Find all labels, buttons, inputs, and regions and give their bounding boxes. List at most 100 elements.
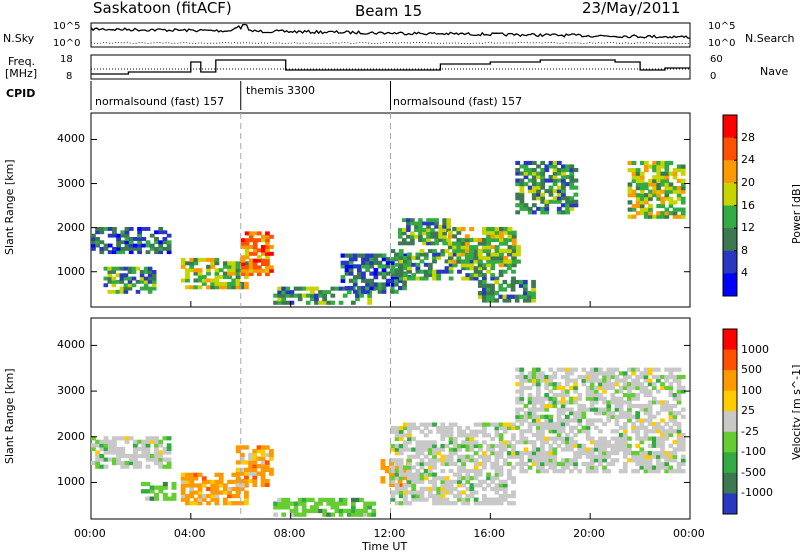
velocity-cell xyxy=(622,414,628,419)
velocity-cell xyxy=(486,472,491,477)
velocity-cell xyxy=(660,451,665,456)
power-cell xyxy=(244,231,250,236)
velocity-cell xyxy=(318,497,323,503)
power-cell xyxy=(469,252,475,257)
power-cell xyxy=(410,218,415,223)
power-cell xyxy=(556,192,562,197)
power-cell xyxy=(201,275,207,279)
velocity-cell xyxy=(560,461,566,466)
power-cell xyxy=(536,171,541,176)
velocity-cell xyxy=(635,443,640,448)
velocity-cell xyxy=(598,429,603,434)
power-cell xyxy=(394,275,399,280)
power-cell xyxy=(137,237,142,241)
power-cell xyxy=(403,255,408,260)
power-cell xyxy=(139,273,145,278)
velocity-cell xyxy=(593,385,599,390)
velocity-cell xyxy=(548,374,554,380)
power-colorbar-swatch xyxy=(723,160,737,184)
velocity-cell xyxy=(260,478,266,484)
velocity-cell xyxy=(367,512,372,517)
velocity-cell xyxy=(548,403,554,409)
power-cell xyxy=(210,261,216,266)
velocity-cell xyxy=(622,447,628,452)
power-cell xyxy=(672,171,678,176)
power-colorbar-swatch xyxy=(723,250,737,274)
velocity-cell xyxy=(256,464,262,469)
velocity-cell xyxy=(589,436,595,441)
power-cell xyxy=(415,262,421,267)
power-cell xyxy=(107,250,113,255)
velocity-cell xyxy=(346,512,352,517)
velocity-cell xyxy=(540,447,545,452)
velocity-cell xyxy=(565,374,570,380)
power-cell xyxy=(507,262,512,267)
velocity-cell xyxy=(544,407,549,412)
power-cell xyxy=(631,175,637,180)
velocity-cell xyxy=(448,454,454,459)
velocity-cell xyxy=(635,429,640,434)
velocity-cell xyxy=(540,425,545,430)
velocity-cell xyxy=(285,501,291,506)
power-cell xyxy=(473,255,479,261)
velocity-cell xyxy=(668,371,674,376)
velocity-cell xyxy=(158,450,164,455)
velocity-cell xyxy=(452,440,458,445)
velocity-cell xyxy=(643,469,649,474)
velocity-cell xyxy=(548,367,554,372)
velocity-cell xyxy=(477,429,483,434)
power-cell xyxy=(257,231,262,236)
power-cell xyxy=(531,160,537,165)
velocity-cell xyxy=(415,454,421,459)
power-cell xyxy=(664,196,670,201)
power-cell xyxy=(244,251,250,256)
power-cell xyxy=(423,262,429,267)
velocity-cell xyxy=(523,461,529,466)
velocity-cell xyxy=(643,436,649,441)
velocity-cell xyxy=(494,429,500,434)
power-y-axis-label: Slant Range [km] xyxy=(3,159,16,255)
velocity-cell xyxy=(394,486,400,491)
power-cell xyxy=(473,249,479,254)
velocity-cell xyxy=(401,476,407,481)
velocity-cell xyxy=(552,465,558,470)
nave-axis-top: 60 xyxy=(710,54,723,65)
velocity-cell xyxy=(498,422,504,427)
velocity-cell xyxy=(540,429,545,434)
velocity-echo-region xyxy=(91,436,172,469)
velocity-cell xyxy=(112,439,117,444)
velocity-cell xyxy=(314,505,319,510)
power-cell xyxy=(124,233,130,238)
power-cell xyxy=(367,293,372,298)
velocity-cell xyxy=(540,378,545,383)
power-cell xyxy=(398,276,404,281)
velocity-cell xyxy=(569,436,574,441)
velocity-cell xyxy=(676,385,682,390)
power-cell xyxy=(460,227,466,232)
velocity-cell xyxy=(647,422,653,427)
power-cell xyxy=(252,231,258,236)
velocity-cell xyxy=(158,457,164,462)
velocity-cell xyxy=(585,469,591,474)
power-cell xyxy=(644,214,649,219)
power-cell xyxy=(305,286,311,291)
velocity-colorbar-swatch xyxy=(723,431,737,453)
power-cell xyxy=(519,185,525,190)
velocity-cell xyxy=(180,490,186,495)
velocity-cell xyxy=(465,426,471,431)
power-cell xyxy=(556,168,562,173)
power-cell xyxy=(464,259,470,264)
power-cell xyxy=(531,287,536,292)
power-cell xyxy=(672,189,678,194)
power-cell xyxy=(426,228,431,232)
power-cell xyxy=(482,263,487,268)
power-cell xyxy=(506,298,512,303)
velocity-cell xyxy=(577,469,583,474)
velocity-cell xyxy=(149,485,155,490)
velocity-cell xyxy=(252,460,258,465)
velocity-cell xyxy=(598,385,603,390)
velocity-cell xyxy=(145,481,151,487)
velocity-cell xyxy=(371,501,377,506)
power-cell xyxy=(644,164,649,169)
power-cell xyxy=(627,168,633,173)
